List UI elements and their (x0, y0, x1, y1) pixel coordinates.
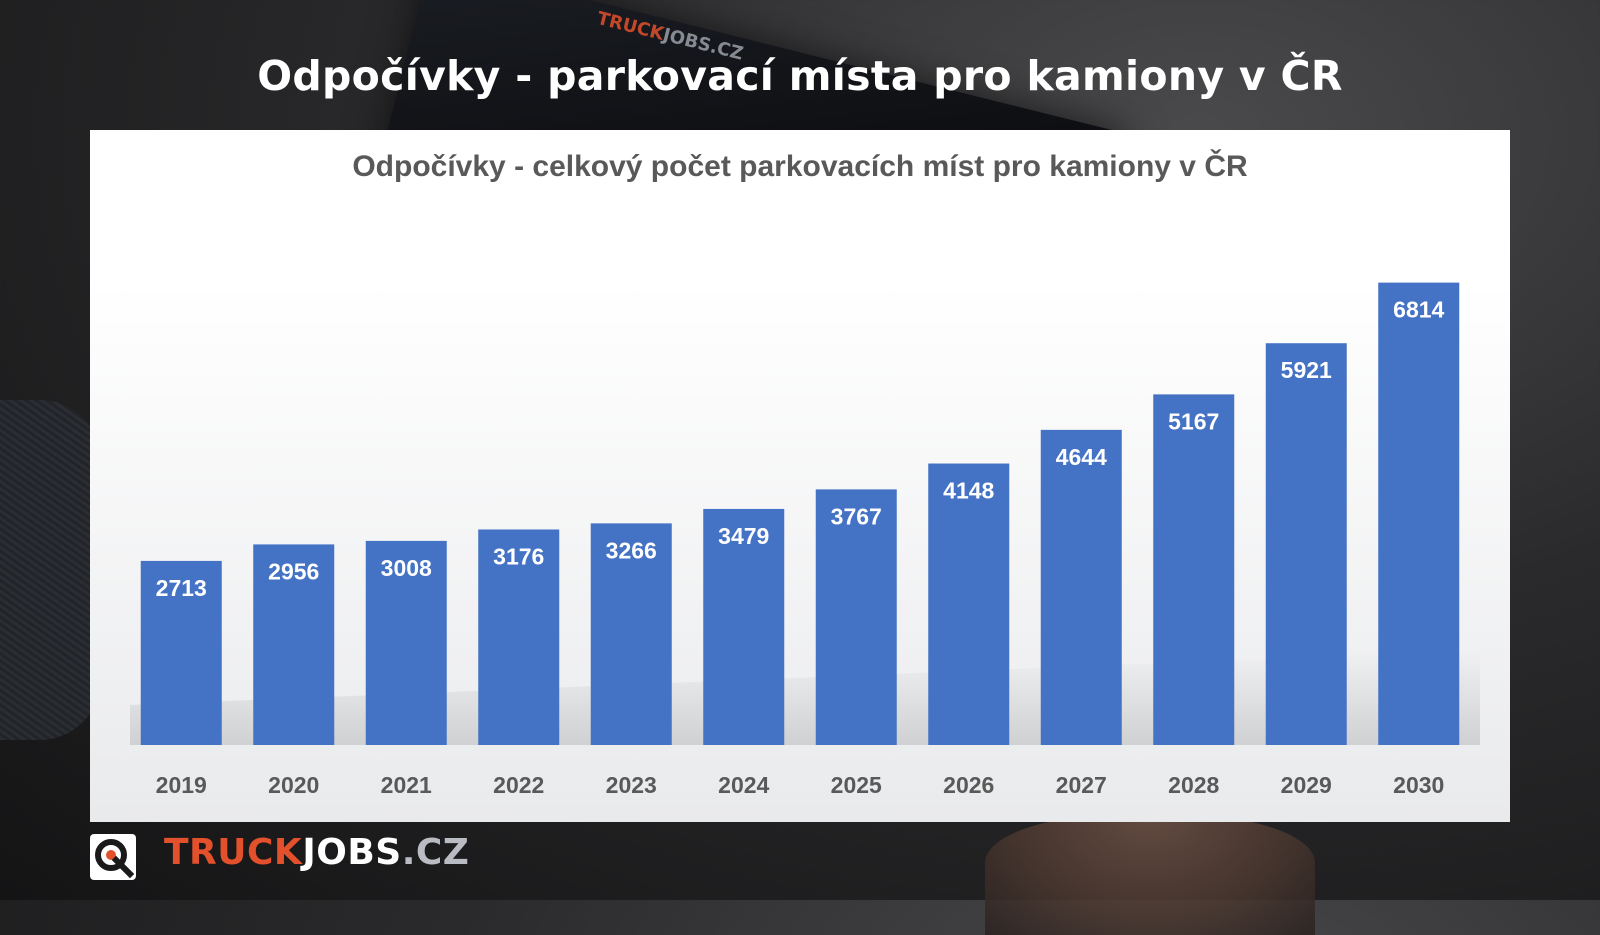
x-tick-label-2022: 2022 (493, 772, 544, 798)
bar-2022 (478, 529, 560, 745)
bar-2023 (590, 523, 672, 745)
data-label-2025: 3767 (831, 503, 882, 529)
background-hand (985, 815, 1315, 935)
bar-2027 (1040, 429, 1122, 745)
chart-panel: Odpočívky - celkový počet parkovacích mí… (90, 130, 1510, 822)
bar-2025 (815, 489, 897, 745)
background-sleeve (0, 400, 100, 740)
data-label-2026: 4148 (943, 478, 994, 504)
bar-2021 (365, 540, 447, 745)
bar-chart: 2713 2019 2956 2020 3008 2021 3176 2022 3266 2023… (130, 282, 1480, 798)
x-tick-label-2019: 2019 (156, 772, 207, 798)
x-tick-label-2023: 2023 (606, 772, 657, 798)
data-label-2019: 2713 (156, 575, 207, 601)
data-label-2030: 6814 (1393, 297, 1444, 323)
page-headline: Odpočívky - parkovací místa pro kamiony … (257, 52, 1343, 100)
x-tick-label-2027: 2027 (1056, 772, 1107, 798)
x-tick-label-2030: 2030 (1393, 772, 1444, 798)
bar-2030 (1378, 282, 1460, 745)
data-label-2027: 4644 (1056, 444, 1107, 470)
data-label-2022: 3176 (493, 543, 544, 569)
bar-2024 (703, 508, 785, 745)
bars-layer: 2713 2019 2956 2020 3008 2021 3176 2022 3266 2023… (140, 282, 1460, 798)
x-tick-label-2028: 2028 (1168, 772, 1219, 798)
data-label-2020: 2956 (268, 558, 319, 584)
bar-2020 (253, 544, 335, 745)
x-tick-label-2025: 2025 (831, 772, 882, 798)
brand-truck: TRUCK (164, 832, 303, 873)
footer-brand: TRUCKJOBS.CZ (164, 832, 469, 873)
chart-title: Odpočívky - celkový počet parkovacích mí… (352, 150, 1248, 183)
data-label-2024: 3479 (718, 523, 769, 549)
bar-2028 (1153, 394, 1235, 745)
bar-2019 (140, 560, 222, 745)
bar-2029 (1265, 343, 1347, 745)
data-label-2028: 5167 (1168, 408, 1219, 434)
data-label-2023: 3266 (606, 537, 657, 563)
x-tick-label-2029: 2029 (1281, 772, 1332, 798)
data-label-2021: 3008 (381, 555, 432, 581)
chart-floor-shadow (130, 650, 1480, 745)
x-tick-label-2024: 2024 (718, 772, 769, 798)
brand-domain: .CZ (401, 832, 470, 873)
truckjobs-logo-icon (90, 834, 136, 880)
bar-2026 (928, 463, 1010, 745)
x-tick-label-2020: 2020 (268, 772, 319, 798)
data-label-2029: 5921 (1281, 357, 1332, 383)
x-tick-label-2026: 2026 (943, 772, 994, 798)
brand-jobs: JOBS (302, 832, 402, 873)
x-tick-label-2021: 2021 (381, 772, 432, 798)
